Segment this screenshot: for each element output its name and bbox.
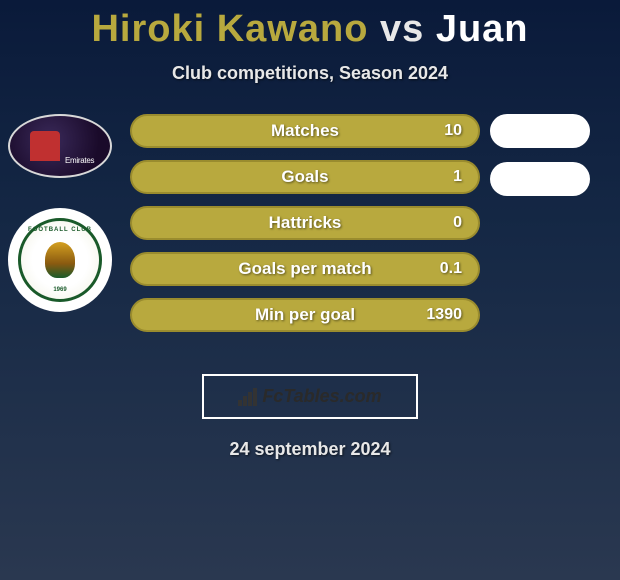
player2-name: Juan <box>436 8 529 50</box>
badge-top-text: FOOTBALL CLUB <box>28 227 92 233</box>
stat-bar-goals: Goals 1 <box>130 160 480 194</box>
badge-bottom-text: 1969 <box>53 287 66 293</box>
brand-text: FcTables.com <box>262 386 381 407</box>
stat-label: Goals <box>281 167 328 187</box>
left-images-column: FOOTBALL CLUB 1969 <box>8 114 123 312</box>
vs-text: vs <box>380 8 424 50</box>
player1-name: Hiroki Kawano <box>91 8 368 50</box>
page-title: Hiroki Kawano vs Juan <box>0 0 620 51</box>
stat-value: 0.1 <box>440 260 462 278</box>
subtitle: Club competitions, Season 2024 <box>0 63 620 84</box>
stats-content: FOOTBALL CLUB 1969 Matches 10 Goals 1 Ha… <box>0 114 620 354</box>
stat-label: Min per goal <box>255 305 355 325</box>
footer-date: 24 september 2024 <box>0 439 620 460</box>
stat-value: 0 <box>453 214 462 232</box>
brand-box: FcTables.com <box>202 374 418 419</box>
stat-label: Goals per match <box>238 259 371 279</box>
stat-value: 1390 <box>426 306 462 324</box>
player-photo <box>8 114 112 178</box>
stat-bar-goals-per-match: Goals per match 0.1 <box>130 252 480 286</box>
stat-value: 10 <box>444 122 462 140</box>
brand-chart-icon <box>238 388 258 406</box>
right-pill <box>490 114 590 148</box>
stat-bar-min-per-goal: Min per goal 1390 <box>130 298 480 332</box>
stat-bars: Matches 10 Goals 1 Hattricks 0 Goals per… <box>130 114 480 344</box>
club-badge: FOOTBALL CLUB 1969 <box>8 208 112 312</box>
right-pills-column <box>490 114 600 210</box>
stat-label: Matches <box>271 121 339 141</box>
stat-bar-hattricks: Hattricks 0 <box>130 206 480 240</box>
club-badge-inner: FOOTBALL CLUB 1969 <box>18 218 102 302</box>
stat-bar-matches: Matches 10 <box>130 114 480 148</box>
stat-label: Hattricks <box>269 213 342 233</box>
right-pill <box>490 162 590 196</box>
stat-value: 1 <box>453 168 462 186</box>
